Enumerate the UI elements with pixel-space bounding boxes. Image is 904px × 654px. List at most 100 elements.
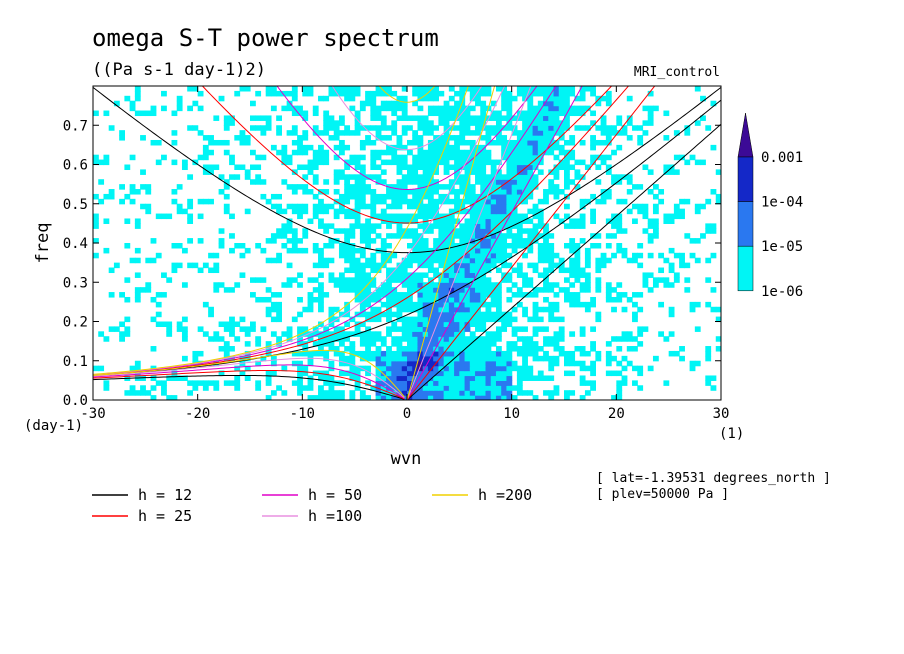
heat-cell — [427, 385, 434, 391]
heat-cell — [611, 174, 617, 180]
heat-cell — [412, 228, 419, 234]
heat-cell — [647, 287, 654, 293]
heat-cell — [490, 262, 497, 269]
heat-cell — [171, 159, 178, 166]
heat-cell — [386, 370, 392, 377]
heat-cell — [438, 277, 445, 283]
heat-cell — [464, 326, 471, 332]
heat-cell — [375, 233, 382, 239]
heat-cell — [98, 198, 105, 205]
heat-cell — [349, 341, 356, 347]
heat-cell — [443, 238, 450, 244]
heat-cell — [464, 316, 471, 323]
heat-cell — [297, 360, 303, 367]
heat-cell — [297, 390, 303, 396]
heat-cell — [223, 184, 230, 190]
heat-cell — [564, 100, 570, 107]
heat-cell — [375, 154, 382, 161]
heat-cell — [365, 203, 371, 210]
heat-cell — [522, 135, 528, 141]
heat-cell — [564, 125, 570, 131]
heat-cell — [417, 159, 424, 166]
heat-cell — [485, 208, 492, 215]
heat-cell — [281, 243, 288, 249]
heat-cell — [359, 272, 366, 278]
heat-cell — [574, 218, 581, 224]
heat-cell — [448, 213, 455, 220]
heat-cell — [438, 90, 445, 97]
heat-cell — [349, 395, 356, 400]
heat-cell — [522, 252, 528, 259]
heat-cell — [710, 375, 717, 381]
heat-cell — [532, 316, 539, 323]
heat-cell — [605, 350, 612, 357]
heat-cell — [265, 380, 272, 386]
plev-annotation: [ plev=50000 Pa ] — [596, 487, 729, 502]
heat-cell — [396, 213, 403, 220]
heat-cell — [338, 115, 345, 121]
heat-cell — [464, 218, 471, 224]
heat-cell — [307, 301, 314, 308]
heat-cell — [626, 257, 633, 264]
heat-cell — [584, 164, 591, 171]
heat-cell — [459, 159, 466, 166]
heat-cell — [407, 370, 413, 377]
heat-cell — [318, 198, 324, 205]
heat-cell — [223, 115, 230, 121]
heat-cell — [422, 316, 429, 323]
heat-cell — [407, 341, 413, 347]
heat-cell — [501, 375, 508, 381]
heat-cell — [422, 130, 429, 136]
heat-cell — [506, 125, 513, 131]
heat-cell — [621, 331, 628, 337]
heat-cell — [380, 365, 387, 372]
heat-cell — [370, 292, 377, 298]
heat-cell — [302, 306, 309, 313]
heat-cell — [265, 370, 272, 377]
heat-cell — [380, 198, 387, 205]
heat-cell — [412, 164, 419, 171]
heat-cell — [679, 198, 685, 205]
heat-cell — [647, 120, 654, 126]
heat-cell — [480, 257, 487, 264]
heat-cell — [537, 218, 544, 224]
heat-cell — [412, 130, 419, 136]
heat-cell — [616, 370, 623, 377]
heat-cell — [448, 223, 455, 229]
heat-cell — [312, 341, 319, 347]
heat-cell — [663, 282, 670, 288]
heat-cell — [495, 110, 502, 117]
heat-cell — [344, 164, 351, 171]
heat-cell — [448, 86, 455, 92]
heat-cell — [375, 110, 382, 117]
heat-cell — [543, 144, 549, 151]
heat-cell — [522, 154, 528, 161]
heat-cell — [438, 395, 445, 400]
heat-cell — [506, 390, 513, 396]
heat-cell — [532, 238, 539, 244]
heat-cell — [464, 120, 471, 126]
heat-cell — [297, 326, 303, 332]
heat-cell — [244, 326, 251, 332]
heat-cell — [208, 267, 214, 274]
heat-cell — [438, 346, 445, 352]
heat-cell — [443, 336, 450, 342]
heat-cell — [155, 292, 162, 298]
heat-cell — [632, 257, 638, 264]
heat-cell — [323, 159, 330, 166]
heat-cell — [501, 135, 508, 141]
heat-cell — [202, 144, 209, 151]
heat-cell — [642, 120, 649, 126]
heat-cell — [417, 355, 424, 362]
heat-cell — [506, 100, 513, 107]
heat-cell — [297, 380, 303, 386]
heat-cell — [495, 174, 502, 180]
heat-cell — [134, 223, 141, 229]
heat-cell — [412, 257, 419, 264]
heat-cell — [124, 277, 131, 283]
heat-cell — [396, 380, 403, 386]
heat-cell — [354, 154, 361, 161]
heat-cell — [537, 149, 544, 156]
heat-cell — [323, 395, 330, 400]
heat-cell — [422, 296, 429, 303]
